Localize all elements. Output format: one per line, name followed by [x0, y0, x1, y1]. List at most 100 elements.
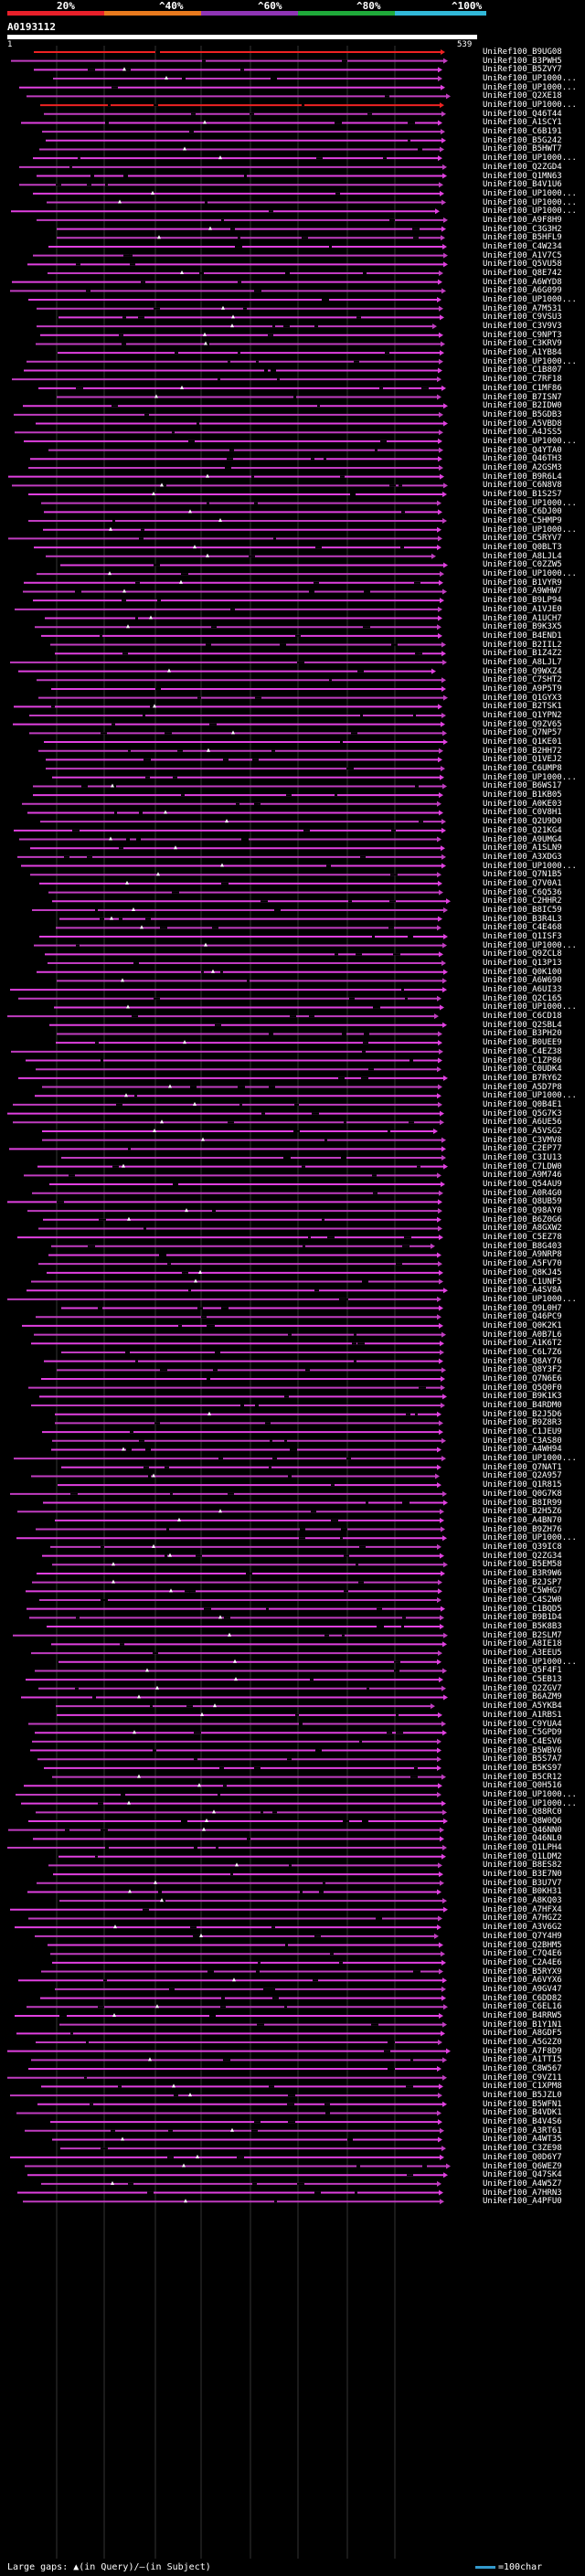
hit-label[interactable]: UniRef100_C2A4E6 — [483, 1957, 562, 1967]
hit-label[interactable]: UniRef100_C9VZ11 — [483, 2072, 562, 2083]
hit-label[interactable]: UniRef100_B3U7V7 — [483, 1878, 562, 1888]
hit-label[interactable]: UniRef100_Q7NP57 — [483, 728, 562, 738]
hit-label[interactable]: UniRef100_B2H5Z6 — [483, 1507, 562, 1517]
hit-label[interactable]: UniRef100_B5WFN1 — [483, 2099, 562, 2109]
hit-label[interactable]: UniRef100_C1BQD5 — [483, 1604, 562, 1614]
hit-label[interactable]: UniRef100_A9WHW7 — [483, 587, 562, 597]
hit-label[interactable]: UniRef100_Q1LPH4 — [483, 1843, 562, 1853]
hit-label[interactable]: UniRef100_B0UEE9 — [483, 1038, 562, 1048]
hit-label[interactable]: UniRef100_B9K3X5 — [483, 622, 562, 632]
hit-label[interactable]: UniRef100_B0KH31 — [483, 1887, 562, 1897]
hit-label[interactable]: UniRef100_Q7V0A1 — [483, 878, 562, 888]
hit-label[interactable]: UniRef100_Q47SK4 — [483, 2170, 562, 2180]
hit-label[interactable]: UniRef100_Q1R815 — [483, 1480, 562, 1490]
hit-label[interactable]: UniRef100_Q6WEZ9 — [483, 2161, 562, 2171]
hit-label[interactable]: UniRef100_Q2XE18 — [483, 91, 562, 101]
hit-label[interactable]: UniRef100_Q8KJ45 — [483, 1267, 562, 1277]
hit-label[interactable]: UniRef100_A9NRP8 — [483, 1250, 562, 1260]
hit-label[interactable]: UniRef100_B9K1K3 — [483, 1392, 562, 1402]
hit-label[interactable]: UniRef100_A4WT35 — [483, 2135, 562, 2145]
hit-label[interactable]: UniRef100_Q8AY76 — [483, 1356, 562, 1366]
hit-label[interactable]: UniRef100_Q1YPN2 — [483, 711, 562, 720]
hit-label[interactable]: UniRef100_A7F8D9 — [483, 2046, 562, 2056]
hit-label[interactable]: UniRef100_C6DJ00 — [483, 507, 562, 517]
hit-label[interactable]: UniRef100_C6CD18 — [483, 1012, 562, 1022]
hit-label[interactable]: UniRef100_A1RBS1 — [483, 1710, 562, 1720]
hit-label[interactable]: UniRef100_A0B7L6 — [483, 1330, 562, 1340]
hit-label[interactable]: UniRef100_A7HGZ2 — [483, 1913, 562, 1924]
hit-label[interactable]: UniRef100_B1Y1N1 — [483, 2019, 562, 2030]
hit-label[interactable]: UniRef100_A3EEU5 — [483, 1648, 562, 1659]
hit-label[interactable]: UniRef100_Q98AY0 — [483, 1206, 562, 1216]
hit-label[interactable]: UniRef100_A6UE56 — [483, 1118, 562, 1128]
hit-label[interactable]: UniRef100_A4JSS5 — [483, 428, 562, 438]
hit-label[interactable]: UniRef100_Q1MN63 — [483, 171, 562, 181]
hit-label[interactable]: UniRef100_Q7NAT1 — [483, 1462, 562, 1472]
hit-label[interactable]: UniRef100_UP1000... — [483, 1789, 577, 1799]
hit-label[interactable]: UniRef100_C4W234 — [483, 241, 562, 251]
hit-label[interactable]: UniRef100_B2J5D6 — [483, 1409, 562, 1419]
hit-label[interactable]: UniRef100_Q1VEJ2 — [483, 755, 562, 765]
hit-label[interactable]: UniRef100_B1S2S7 — [483, 490, 562, 499]
hit-label[interactable]: UniRef100_Q8W0Q6 — [483, 1817, 562, 1826]
hit-label[interactable]: UniRef100_B1KB05 — [483, 790, 562, 800]
hit-label[interactable]: UniRef100_Q0K100 — [483, 967, 562, 977]
hit-label[interactable]: UniRef100_B5S7A7 — [483, 1754, 562, 1765]
hit-label[interactable]: UniRef100_B1Z4Z2 — [483, 649, 562, 659]
hit-label[interactable]: UniRef100_C6UMP8 — [483, 764, 562, 774]
hit-label[interactable]: UniRef100_UP1000... — [483, 1798, 577, 1808]
hit-label[interactable]: UniRef100_C7LDW0 — [483, 1161, 562, 1171]
hit-label[interactable]: UniRef100_Q8E742 — [483, 269, 562, 278]
hit-label[interactable]: UniRef100_Q9ZCL8 — [483, 949, 562, 959]
hit-label[interactable]: UniRef100_B2TSK1 — [483, 702, 562, 712]
hit-label[interactable]: UniRef100_UP1000... — [483, 498, 577, 508]
hit-label[interactable]: UniRef100_A0R4G0 — [483, 1188, 562, 1198]
hit-label[interactable]: UniRef100_B2SLM7 — [483, 1630, 562, 1640]
hit-label[interactable]: UniRef100_B6WS17 — [483, 781, 562, 791]
hit-label[interactable]: UniRef100_B9R6L4 — [483, 472, 562, 482]
hit-label[interactable]: UniRef100_B4RDM0 — [483, 1401, 562, 1411]
hit-label[interactable]: UniRef100_B3R9W6 — [483, 1568, 562, 1578]
hit-label[interactable]: UniRef100_Q0BLT3 — [483, 543, 562, 553]
hit-label[interactable]: UniRef100_UP1000... — [483, 772, 577, 782]
hit-label[interactable]: UniRef100_A1SCY1 — [483, 118, 562, 128]
hit-label[interactable]: UniRef100_B2JSP7 — [483, 1577, 562, 1587]
hit-label[interactable]: UniRef100_B4END1 — [483, 631, 562, 641]
hit-label[interactable]: UniRef100_C3KRV9 — [483, 339, 562, 349]
hit-label[interactable]: UniRef100_B8IC59 — [483, 905, 562, 915]
hit-label[interactable]: UniRef100_UP1000... — [483, 1294, 577, 1304]
hit-label[interactable]: UniRef100_B5K8B3 — [483, 1622, 562, 1632]
hit-label[interactable]: UniRef100_A1V7C5 — [483, 250, 562, 260]
hit-label[interactable]: UniRef100_A5VBD8 — [483, 419, 562, 429]
hit-label[interactable]: UniRef100_Q0B4E1 — [483, 1099, 562, 1109]
hit-label[interactable]: UniRef100_Q0K2K1 — [483, 1320, 562, 1330]
hit-label[interactable]: UniRef100_C5EZ78 — [483, 1233, 562, 1243]
hit-label[interactable]: UniRef100_A9F8H9 — [483, 215, 562, 225]
hit-label[interactable]: UniRef100_Q46NN0 — [483, 1825, 562, 1835]
hit-label[interactable]: UniRef100_C6B191 — [483, 127, 562, 137]
hit-label[interactable]: UniRef100_UP1000... — [483, 436, 577, 446]
hit-label[interactable]: UniRef100_Q5G7K3 — [483, 1108, 562, 1118]
hit-label[interactable]: UniRef100_C9NPT3 — [483, 330, 562, 340]
hit-label[interactable]: UniRef100_A6VYX6 — [483, 1976, 562, 1986]
hit-label[interactable]: UniRef100_A2GSM3 — [483, 462, 562, 472]
hit-label[interactable]: UniRef100_Q2BHM5 — [483, 1940, 562, 1950]
hit-label[interactable]: UniRef100_UP1000... — [483, 1657, 577, 1667]
hit-label[interactable]: UniRef100_C3IU13 — [483, 1153, 562, 1162]
hit-label[interactable]: UniRef100_B9Z8R3 — [483, 1418, 562, 1428]
hit-label[interactable]: UniRef100_C4E468 — [483, 923, 562, 933]
hit-label[interactable]: UniRef100_A5VSG2 — [483, 1126, 562, 1136]
hit-label[interactable]: UniRef100_C6DD82 — [483, 1993, 562, 2003]
hit-label[interactable]: UniRef100_Q1ISF3 — [483, 932, 562, 941]
hit-label[interactable]: UniRef100_C6Q536 — [483, 887, 562, 897]
hit-label[interactable]: UniRef100_B5HFL9 — [483, 233, 562, 243]
hit-label[interactable]: UniRef100_B5ZVY7 — [483, 65, 562, 75]
hit-label[interactable]: UniRef100_UP1000... — [483, 188, 577, 198]
hit-label[interactable]: UniRef100_A0KE03 — [483, 799, 562, 809]
hit-label[interactable]: UniRef100_C2EP77 — [483, 1144, 562, 1154]
hit-label[interactable]: UniRef100_Q2ZGD4 — [483, 162, 562, 172]
hit-label[interactable]: UniRef100_UP1000... — [483, 569, 577, 579]
hit-label[interactable]: UniRef100_A4PFU0 — [483, 2197, 562, 2207]
hit-label[interactable]: UniRef100_A8IE18 — [483, 1639, 562, 1649]
hit-label[interactable]: UniRef100_Q8Y3F2 — [483, 1365, 562, 1375]
